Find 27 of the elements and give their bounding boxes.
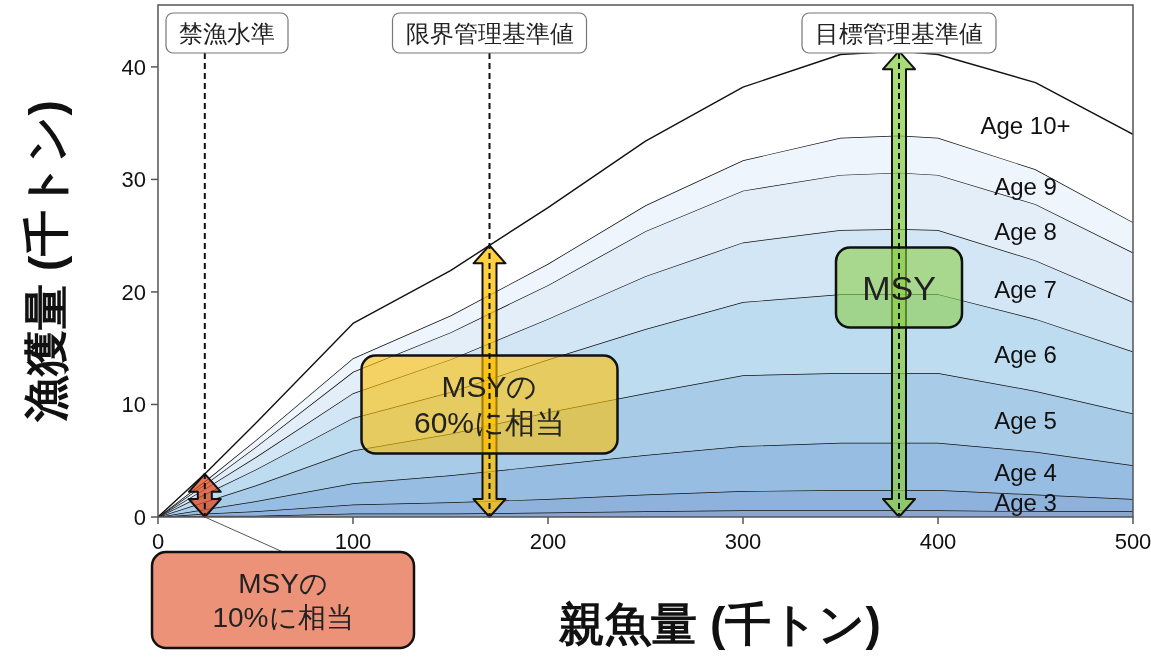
series-label: Age 4 bbox=[994, 459, 1057, 487]
y-tick-label: 30 bbox=[121, 167, 146, 193]
series-label: Age 8 bbox=[994, 218, 1057, 246]
y-tick-label: 0 bbox=[133, 505, 146, 530]
series-label: Age 7 bbox=[994, 275, 1057, 303]
x-tick-label: 300 bbox=[724, 529, 762, 554]
x-tick-label: 100 bbox=[334, 529, 372, 554]
x-tick-label: 0 bbox=[151, 529, 165, 554]
x-tick-label: 400 bbox=[919, 529, 957, 554]
x-tick-label: 200 bbox=[529, 529, 567, 554]
y-tick-label: 10 bbox=[121, 392, 146, 418]
annotation: MSYの 60%に相当 bbox=[413, 370, 566, 440]
annotation: MSYの 10%に相当 bbox=[212, 568, 354, 633]
series-label: Age 6 bbox=[994, 340, 1057, 368]
y-tick-label: 40 bbox=[121, 54, 146, 80]
series-label: Age 5 bbox=[994, 407, 1057, 435]
series-label: Age 3 bbox=[994, 488, 1057, 516]
series-label: Age 9 bbox=[994, 172, 1057, 200]
ref-line-label: 禁漁水準 bbox=[179, 20, 275, 47]
ref-line-label: 限界管理基準値 bbox=[405, 20, 574, 47]
series-label: Age 10+ bbox=[980, 111, 1071, 139]
x-tick-label: 500 bbox=[1114, 529, 1151, 554]
y-tick-label: 20 bbox=[121, 279, 146, 305]
ref-line-label: 目標管理基準値 bbox=[815, 20, 983, 47]
x-axis-title: 親魚量 (千トン) bbox=[558, 598, 881, 650]
y-axis-title: 漁獲量 (千トン) bbox=[20, 100, 72, 423]
annotation: MSY bbox=[862, 268, 936, 307]
